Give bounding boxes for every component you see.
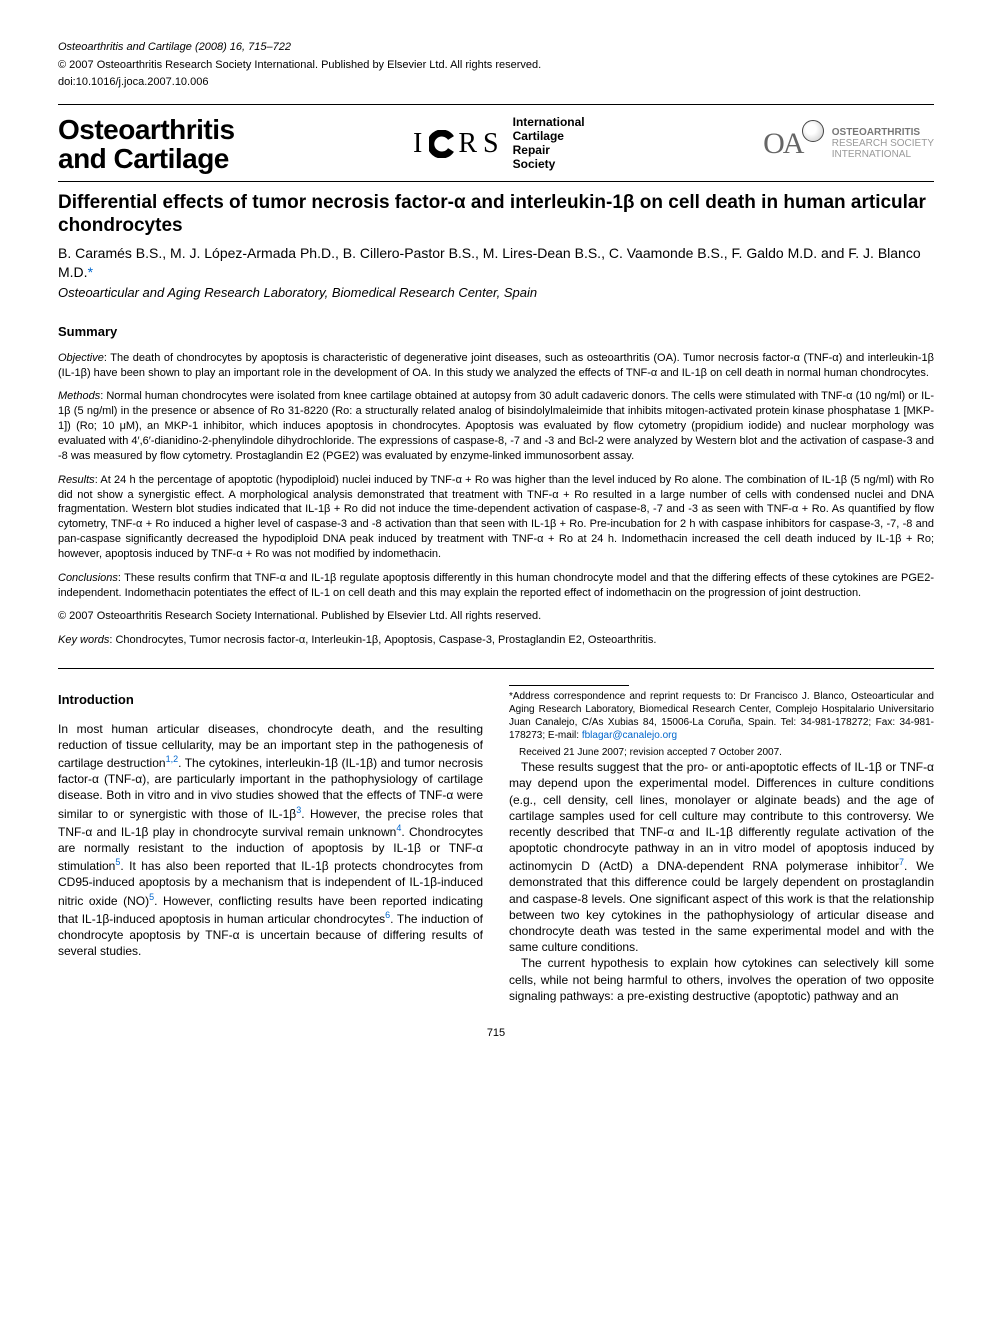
journal-title: Osteoarthritis and Cartilage (58, 115, 235, 174)
icrs-text-l4: Society (513, 158, 585, 172)
footnote-block: *Address correspondence and reprint requ… (509, 685, 934, 759)
corresponding-asterisk: * (88, 264, 93, 280)
icrs-text-l1: International (513, 116, 585, 130)
abstract-block: Objective: The death of chondrocytes by … (58, 351, 934, 601)
p2b: . We demonstrated that this difference c… (509, 859, 934, 954)
icrs-text-l3: Repair (513, 144, 585, 158)
oarsi-l3: INTERNATIONAL (832, 149, 934, 160)
globe-icon (802, 120, 824, 142)
body-columns: Introduction In most human articular dis… (58, 685, 934, 1004)
introduction-heading: Introduction (58, 691, 483, 709)
p2a: These results suggest that the pro- or a… (509, 760, 934, 873)
icrs-text-l2: Cartilage (513, 130, 585, 144)
oarsi-logo: OA (763, 124, 824, 165)
doi: doi:10.1016/j.joca.2007.10.006 (58, 75, 934, 90)
footnote-rule (509, 685, 629, 686)
oarsi-block: OA OSTEOARTHRITIS RESEARCH SOCIETY INTER… (763, 124, 934, 165)
objective-text: : The death of chondrocytes by apoptosis… (58, 352, 934, 379)
abstract-objective: Objective: The death of chondrocytes by … (58, 351, 934, 381)
icrs-text: International Cartilage Repair Society (513, 116, 585, 171)
intro-para-3: The current hypothesis to explain how cy… (509, 955, 934, 1004)
conclusions-label: Conclusions (58, 572, 118, 584)
footnote-text: *Address correspondence and reprint requ… (509, 691, 934, 741)
results-label: Results (58, 474, 95, 486)
icrs-letter-s: S (483, 125, 505, 163)
keywords-label: Key words (58, 634, 109, 646)
abstract-results: Results: At 24 h the percentage of apopt… (58, 473, 934, 562)
icrs-letter-c-icon (428, 129, 458, 159)
intro-para-1: In most human articular diseases, chondr… (58, 721, 483, 960)
oarsi-oa-mark: OA (763, 127, 802, 160)
page-number: 715 (58, 1026, 934, 1041)
journal-title-line2: and Cartilage (58, 144, 235, 173)
journal-title-line1: Osteoarthritis (58, 115, 235, 144)
methods-text: : Normal human chondrocytes were isolate… (58, 390, 934, 461)
rule-above-body (58, 668, 934, 669)
oarsi-l1: OSTEOARTHRITIS (832, 127, 934, 138)
abstract-copyright: © 2007 Osteoarthritis Research Society I… (58, 609, 934, 624)
authors-text: B. Caramés B.S., M. J. López-Armada Ph.D… (58, 245, 921, 280)
oarsi-l2: RESEARCH SOCIETY (832, 138, 934, 149)
affiliation: Osteoarticular and Aging Research Labora… (58, 284, 934, 302)
oarsi-text: OSTEOARTHRITIS RESEARCH SOCIETY INTERNAT… (832, 127, 934, 160)
corresponding-footnote: *Address correspondence and reprint requ… (509, 690, 934, 742)
icrs-block: I R S International Cartilage Repair Soc… (413, 116, 585, 171)
abstract-methods: Methods: Normal human chondrocytes were … (58, 389, 934, 463)
objective-label: Objective (58, 352, 104, 364)
rule-below-header (58, 181, 934, 182)
author-list: B. Caramés B.S., M. J. López-Armada Ph.D… (58, 244, 934, 282)
footnote-email-link[interactable]: fblagar@canalejo.org (582, 730, 677, 741)
journal-header-band: Osteoarthritis and Cartilage I R S Inter… (58, 105, 934, 182)
received-line: Received 21 June 2007; revision accepted… (509, 746, 934, 759)
summary-heading: Summary (58, 323, 934, 341)
results-text: : At 24 h the percentage of apoptotic (h… (58, 474, 934, 560)
keywords-line: Key words: Chondrocytes, Tumor necrosis … (58, 633, 934, 648)
copyright-line: © 2007 Osteoarthritis Research Society I… (58, 58, 934, 73)
ref-1-2[interactable]: 1,2 (166, 754, 179, 764)
methods-label: Methods (58, 390, 100, 402)
icrs-letter-r: R (458, 125, 483, 163)
abstract-conclusions: Conclusions: These results confirm that … (58, 571, 934, 601)
journal-reference: Osteoarthritis and Cartilage (2008) 16, … (58, 40, 934, 55)
article-title: Differential effects of tumor necrosis f… (58, 192, 934, 238)
conclusions-text: : These results confirm that TNF-α and I… (58, 572, 934, 599)
intro-para-2: These results suggest that the pro- or a… (509, 759, 934, 955)
icrs-letter-i: I (413, 125, 428, 163)
icrs-logo: I R S (413, 125, 505, 163)
keywords-text: : Chondrocytes, Tumor necrosis factor-α,… (109, 634, 656, 646)
